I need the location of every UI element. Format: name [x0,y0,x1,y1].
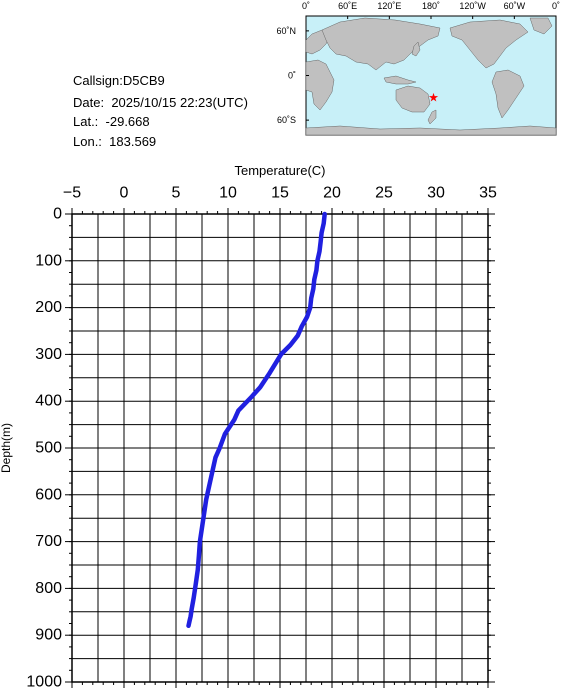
map-longitude-label: 0˚ [552,1,560,11]
map-longitude-label: 60˚E [338,1,357,11]
map-longitude-label: 60˚W [504,1,526,11]
land-greenland [529,17,553,35]
lat-label: Lat.: [73,114,99,129]
x-tick-label: −5 [63,185,81,202]
callsign-value: D5CB9 [122,73,165,88]
y-axis-label: Depth(m) [0,423,13,473]
land-africa [305,59,335,111]
lat-value: -29.668 [105,114,150,129]
map-land [305,17,557,136]
station-marker-icon: ★ [428,91,439,105]
temperature-profile-line [186,211,327,629]
map-longitude-label: 0˚ [302,1,310,11]
y-tick-label: 700 [35,533,62,550]
land-south-america [491,69,525,119]
y-tick-label: 1000 [26,674,62,690]
land-asia [321,17,441,71]
x-tick-label: 15 [271,185,289,202]
land-antarctica [305,125,557,136]
x-tick-label: 0 [120,185,129,202]
map-longitude-label: 120˚W [459,1,486,11]
x-tick-label: 25 [375,185,393,202]
y-tick-label: 900 [35,627,62,644]
y-tick-label: 0 [53,206,62,223]
x-tick-label: 5 [172,185,181,202]
y-axis-tick-labels: 0 100 200 300 400 500 600 700 800 900 1000 [26,206,62,690]
map-longitude-labels: 0˚ 60˚E 120˚E 180˚ 120˚W 60˚W 0˚ [302,1,560,11]
x-tick-label: 35 [479,185,497,202]
y-tick-label: 500 [35,440,62,457]
chart-grid [71,213,489,683]
y-tick-label: 800 [35,580,62,597]
map-ticks [305,16,557,121]
x-tick-label: 30 [427,185,445,202]
land-japan [411,41,421,57]
land-indonesia [383,75,417,85]
callsign-label: Callsign: [73,73,123,88]
date-label: Date: [73,95,105,110]
map-latitude-labels: 60˚N 0˚ 60˚S [276,26,296,125]
map-latitude-label: 60˚S [277,115,296,125]
y-tick-label: 300 [35,346,62,363]
y-tick-label: 100 [35,252,62,269]
land-new-zealand [427,109,437,125]
land-australia [395,85,431,113]
y-tick-label: 200 [35,299,62,316]
map-longitude-label: 120˚E [377,1,401,11]
x-axis-label: Temperature(C) [234,163,325,178]
plot-frame [71,213,489,683]
x-tick-label: 10 [219,185,237,202]
map-latitude-label: 60˚N [276,26,296,36]
y-tick-label: 600 [35,486,62,503]
land-north-america [449,19,529,69]
land-europe [305,29,331,55]
map-latitude-label: 0˚ [288,71,296,81]
lon-label: Lon.: [73,134,102,149]
lon-value: 183.569 [109,134,157,149]
x-tick-label: 20 [323,185,341,202]
map-longitude-label: 180˚ [422,1,440,11]
y-tick-label: 400 [35,393,62,410]
x-axis-tick-labels: −5 0 5 10 15 20 25 30 35 [63,185,497,202]
date-value: 2025/10/15 22:23(UTC) [111,95,248,110]
